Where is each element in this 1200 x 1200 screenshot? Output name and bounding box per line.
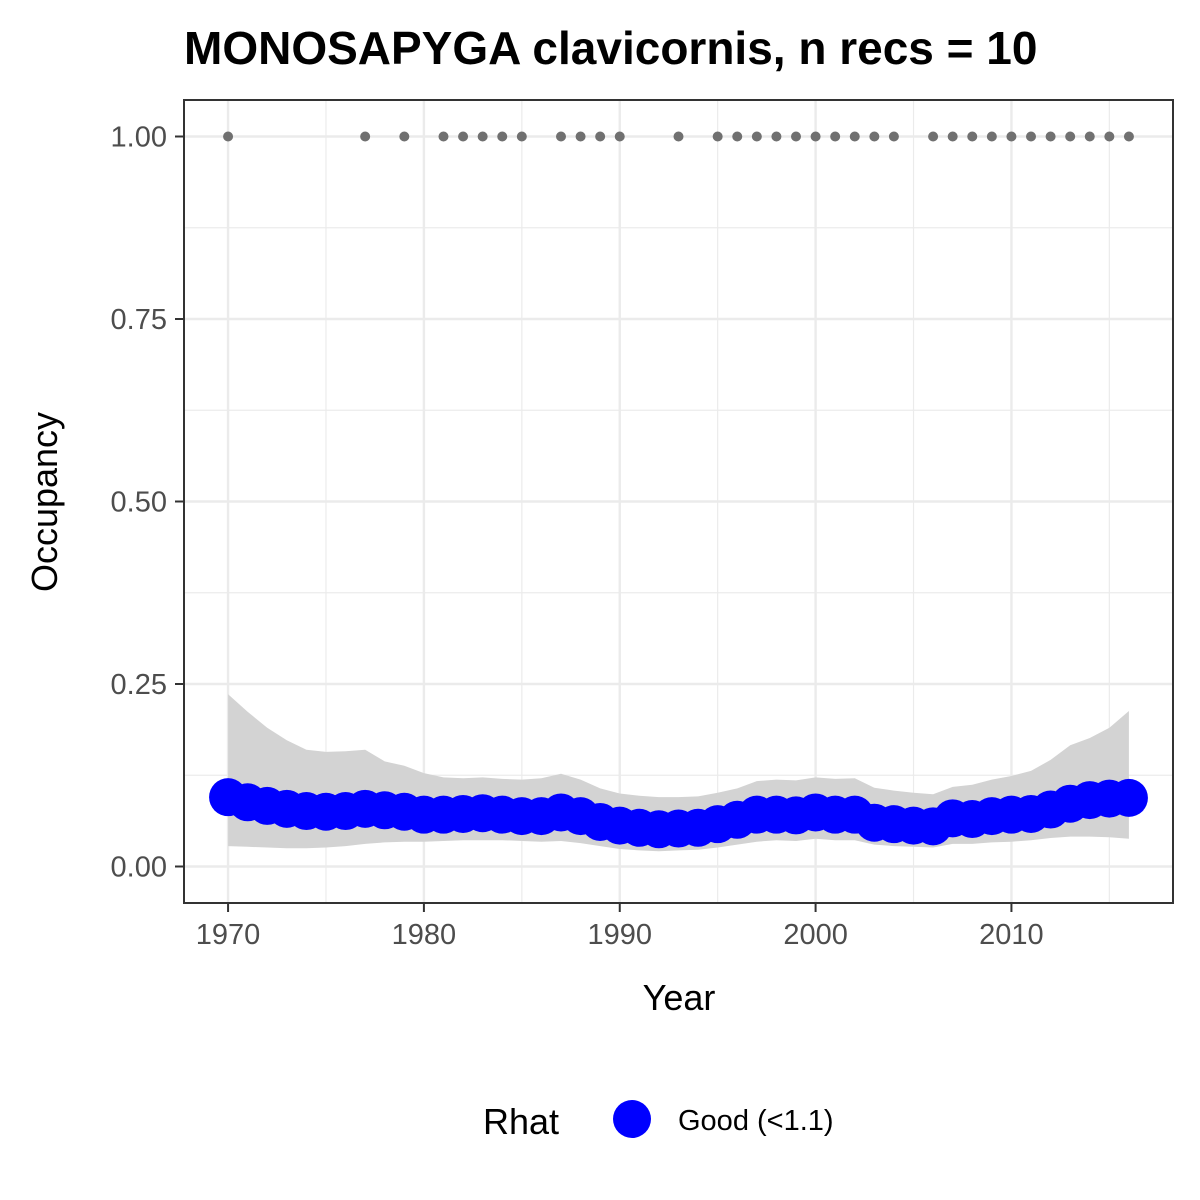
occupancy-point [1109,778,1148,817]
x-tick-label: 1970 [196,919,261,951]
record-point [791,131,802,142]
major-grid [184,100,1173,903]
record-point [673,131,684,142]
y-tick-label: 0.00 [111,852,167,884]
record-point [1123,131,1134,142]
record-point [869,131,880,142]
record-point [849,131,860,142]
x-axis: 1970 1980 1990 2000 2010 [196,903,1044,951]
x-tick-label: 1980 [392,919,457,951]
record-point [223,131,234,142]
record-point [986,131,997,142]
record-point [810,131,821,142]
legend-title: Rhat [483,1101,559,1142]
record-point [928,131,939,142]
record-point [1065,131,1076,142]
y-axis: 0.00 0.25 0.50 0.75 1.00 [111,122,184,884]
record-point [614,131,625,142]
x-tick-label: 2010 [979,919,1044,951]
record-point [888,131,899,142]
record-point [1026,131,1037,142]
y-axis-title: Occupancy [24,412,65,592]
record-point [1104,131,1115,142]
chart-title: MONOSAPYGA clavicornis, n recs = 10 [184,22,1037,74]
record-point [555,131,566,142]
record-point [575,131,586,142]
record-point [595,131,606,142]
y-tick-label: 0.50 [111,487,167,519]
record-point [947,131,958,142]
occupancy-series-layer [209,778,1148,849]
record-point [830,131,841,142]
x-tick-label: 2000 [783,919,848,951]
record-point [967,131,978,142]
x-tick-label: 1990 [587,919,652,951]
record-point [438,131,449,142]
record-point [732,131,743,142]
record-point [1084,131,1095,142]
record-point [399,131,410,142]
record-point [751,131,762,142]
record-point [360,131,371,142]
record-point [771,131,782,142]
y-tick-label: 0.75 [111,304,167,336]
y-tick-label: 1.00 [111,122,167,154]
legend-label-good: Good (<1.1) [678,1105,834,1137]
legend-key-good [613,1100,651,1138]
record-point [516,131,527,142]
legend: Rhat Good (<1.1) [483,1100,834,1142]
y-tick-label: 0.25 [111,669,167,701]
record-point [497,131,508,142]
record-point [1045,131,1056,142]
record-point [1006,131,1017,142]
x-axis-title: Year [643,977,716,1018]
record-point [712,131,723,142]
record-points-layer [223,131,1134,142]
record-point [458,131,469,142]
record-point [477,131,488,142]
